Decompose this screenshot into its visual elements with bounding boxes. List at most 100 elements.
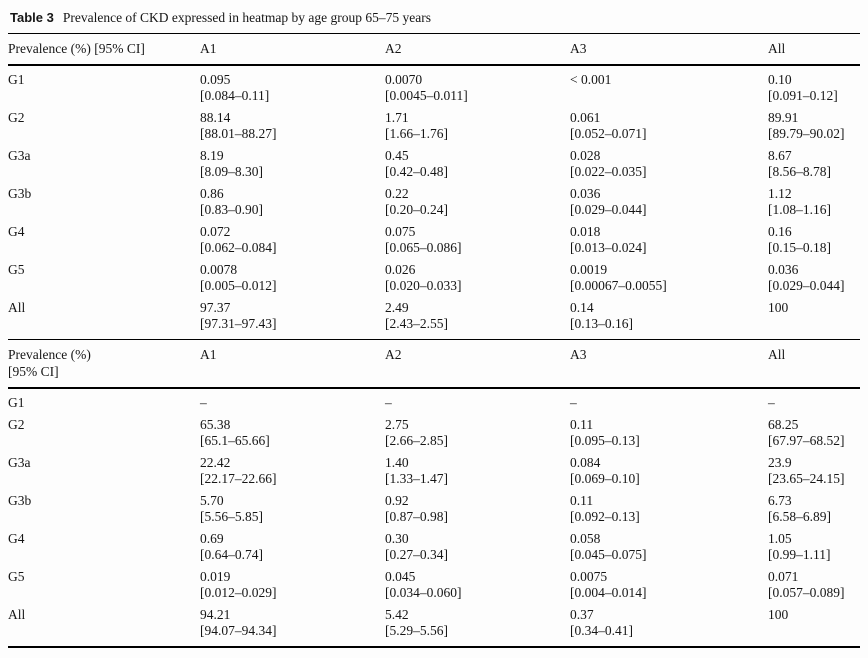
table-cell: – bbox=[385, 395, 570, 411]
cell-value: – bbox=[768, 395, 775, 410]
cell-value: 8.67 bbox=[768, 148, 792, 163]
cell-ci: [0.034–0.060] bbox=[385, 585, 462, 600]
cell-value: 0.86 bbox=[200, 186, 224, 201]
column-header-a2: A2 bbox=[385, 347, 402, 362]
rule-header1-bottom bbox=[8, 64, 860, 66]
cell-ci: [0.27–0.34] bbox=[385, 547, 448, 562]
cell-value: 0.018 bbox=[570, 224, 601, 239]
row-label: G1 bbox=[8, 72, 25, 87]
cell-value: 100 bbox=[768, 300, 789, 315]
table-row-g5: G5 0.019 [0.012–0.029] 0.045 [0.034–0.060]… bbox=[8, 563, 860, 601]
rule-header2-bottom bbox=[8, 387, 860, 389]
cell-value: 65.38 bbox=[200, 417, 231, 432]
cell-value: 0.019 bbox=[200, 569, 231, 584]
cell-value: 89.91 bbox=[768, 110, 799, 125]
rule-top bbox=[8, 33, 860, 34]
column-header-a2: A2 bbox=[385, 41, 402, 56]
table-cell: 0.0019 [0.00067–0.0055] bbox=[570, 262, 768, 294]
cell-ci: [89.79–90.02] bbox=[768, 126, 845, 141]
table-cell: 0.11 [0.095–0.13] bbox=[570, 417, 768, 449]
section1-header-row: Prevalence (%) [95% CI] A1 A2 A3 All bbox=[8, 34, 860, 64]
table-cell: 94.21 [94.07–94.34] bbox=[200, 607, 385, 639]
cell-ci: [8.56–8.78] bbox=[768, 164, 831, 179]
table-cell: < 0.001 bbox=[570, 72, 768, 88]
table-cell: 0.026 [0.020–0.033] bbox=[385, 262, 570, 294]
table-cell: 0.028 [0.022–0.035] bbox=[570, 148, 768, 180]
table-caption: Table 3 Prevalence of CKD expressed in he… bbox=[8, 0, 860, 33]
cell-ci: [0.095–0.13] bbox=[570, 433, 640, 448]
table-cell: 8.19 [8.09–8.30] bbox=[200, 148, 385, 180]
cell-value: 0.045 bbox=[385, 569, 416, 584]
cell-ci: [65.1–65.66] bbox=[200, 433, 270, 448]
cell-ci: [0.013–0.024] bbox=[570, 240, 647, 255]
cell-value: 0.45 bbox=[385, 148, 409, 163]
table-cell: 0.86 [0.83–0.90] bbox=[200, 186, 385, 218]
cell-value: 1.05 bbox=[768, 531, 792, 546]
cell-value: – bbox=[200, 395, 207, 410]
cell-ci: [0.092–0.13] bbox=[570, 509, 640, 524]
table-cell: – bbox=[570, 395, 768, 411]
cell-ci: [0.029–0.044] bbox=[570, 202, 647, 217]
table-row-all: All 97.37 [97.31–97.43] 2.49 [2.43–2.55] 0… bbox=[8, 294, 860, 336]
cell-value: 0.061 bbox=[570, 110, 601, 125]
table-cell: 5.70 [5.56–5.85] bbox=[200, 493, 385, 525]
row-label: G2 bbox=[8, 417, 25, 432]
row-label: All bbox=[8, 607, 26, 622]
cell-value: 100 bbox=[768, 607, 789, 622]
table-cell: 2.75 [2.66–2.85] bbox=[385, 417, 570, 449]
cell-ci: [0.012–0.029] bbox=[200, 585, 277, 600]
cell-ci: [0.34–0.41] bbox=[570, 623, 633, 638]
cell-ci: [1.08–1.16] bbox=[768, 202, 831, 217]
cell-value: 0.30 bbox=[385, 531, 409, 546]
cell-ci: [0.13–0.16] bbox=[570, 316, 633, 331]
column-header-prevalence: Prevalence (%) [95% CI] bbox=[8, 347, 91, 379]
cell-value: 0.14 bbox=[570, 300, 594, 315]
cell-value: 1.71 bbox=[385, 110, 409, 125]
cell-ci: [6.58–6.89] bbox=[768, 509, 831, 524]
cell-ci: [5.29–5.56] bbox=[385, 623, 448, 638]
table-cell: 0.45 [0.42–0.48] bbox=[385, 148, 570, 180]
cell-ci: [0.091–0.12] bbox=[768, 88, 838, 103]
cell-ci: [0.057–0.089] bbox=[768, 585, 845, 600]
table-cell: 2.49 [2.43–2.55] bbox=[385, 300, 570, 332]
section2-body: G1 – – – – G2 65.38 [65.1–65.66] 2.75 [2.6… bbox=[8, 389, 860, 646]
table-cell: 0.018 [0.013–0.024] bbox=[570, 224, 768, 256]
table-row-g1: G1 0.095 [0.084–0.11] 0.0070 [0.0045–0.011… bbox=[8, 66, 860, 104]
cell-ci: [1.33–1.47] bbox=[385, 471, 448, 486]
table-cell: 0.095 [0.084–0.11] bbox=[200, 72, 385, 104]
section2-header-row: Prevalence (%) [95% CI] A1 A2 A3 All bbox=[8, 340, 860, 387]
rule-bottom bbox=[8, 646, 860, 648]
cell-ci: [0.20–0.24] bbox=[385, 202, 448, 217]
table-cell: 8.67 [8.56–8.78] bbox=[768, 148, 860, 180]
rule-section-divider bbox=[8, 339, 860, 340]
row-label: G1 bbox=[8, 395, 25, 410]
cell-ci: [23.65–24.15] bbox=[768, 471, 845, 486]
table-cell: 0.019 [0.012–0.029] bbox=[200, 569, 385, 601]
cell-ci: [0.084–0.11] bbox=[200, 88, 270, 103]
cell-value: 0.11 bbox=[570, 493, 594, 508]
cell-ci: [88.01–88.27] bbox=[200, 126, 277, 141]
row-label: G3b bbox=[8, 186, 32, 201]
table-number: Table 3 bbox=[10, 10, 54, 25]
table-cell: 88.14 [88.01–88.27] bbox=[200, 110, 385, 142]
cell-value: 6.73 bbox=[768, 493, 792, 508]
cell-value: 23.9 bbox=[768, 455, 792, 470]
column-header-all: All bbox=[768, 41, 786, 56]
cell-value: 0.22 bbox=[385, 186, 409, 201]
table-cell: 23.9 [23.65–24.15] bbox=[768, 455, 860, 487]
table-cell: 0.045 [0.034–0.060] bbox=[385, 569, 570, 601]
row-label: G4 bbox=[8, 531, 25, 546]
cell-ci: [97.31–97.43] bbox=[200, 316, 277, 331]
column-header-a3: A3 bbox=[570, 347, 587, 362]
cell-value: 2.49 bbox=[385, 300, 409, 315]
cell-value: 0.37 bbox=[570, 607, 594, 622]
cell-ci: [0.15–0.18] bbox=[768, 240, 831, 255]
cell-value: 8.19 bbox=[200, 148, 224, 163]
cell-value: – bbox=[385, 395, 392, 410]
cell-ci: [0.020–0.033] bbox=[385, 278, 462, 293]
table-cell: 0.92 [0.87–0.98] bbox=[385, 493, 570, 525]
cell-value: 22.42 bbox=[200, 455, 231, 470]
cell-ci: [0.99–1.11] bbox=[768, 547, 831, 562]
cell-ci: [0.004–0.014] bbox=[570, 585, 647, 600]
column-header-prevalence: Prevalence (%) [95% CI] bbox=[8, 41, 145, 56]
